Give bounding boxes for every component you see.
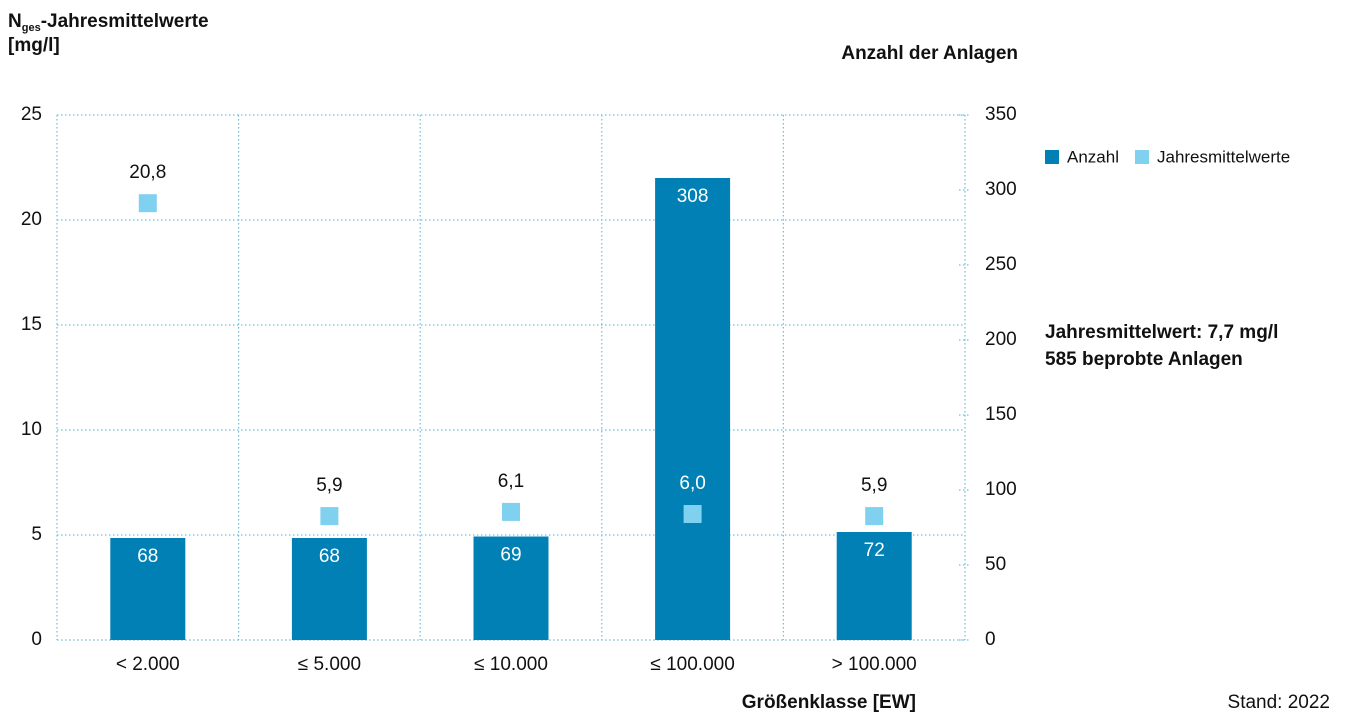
legend-swatch (1045, 150, 1059, 164)
x-tick-label: < 2.000 (116, 654, 180, 675)
point (138, 194, 157, 213)
source: Stand: 2022 (1228, 692, 1330, 713)
x-tick-label: ≤ 5.000 (298, 654, 361, 675)
y-axis-unit: [mg/l] (8, 35, 60, 56)
y2-tick-label: 0 (985, 629, 996, 650)
y2-tick-label: 150 (985, 404, 1017, 425)
legend-swatch (1134, 150, 1149, 164)
y-axis-title: Nges-Jahresmittelwerte (8, 11, 209, 34)
bar (291, 538, 367, 640)
x-tick-label: > 100.000 (832, 654, 917, 675)
y2-tick-label: 100 (985, 479, 1017, 500)
bar-label: 68 (319, 546, 340, 567)
bar (110, 538, 186, 640)
y-tick-label: 15 (21, 314, 42, 335)
y-tick-label: 10 (21, 419, 42, 440)
legend-label: Anzahl (1067, 147, 1119, 166)
y2-tick-label: 350 (985, 104, 1017, 125)
x-tick-label: ≤ 100.000 (650, 654, 734, 675)
point (320, 507, 339, 526)
annotation: Jahresmittelwert: 7,7 mg/l (1045, 322, 1278, 343)
point-label: 6,1 (498, 471, 524, 492)
point-label: 5,9 (861, 475, 887, 496)
point (865, 507, 884, 526)
point (502, 502, 520, 521)
point-label: 6,0 (679, 473, 705, 494)
y2-tick-label: 250 (985, 254, 1017, 275)
x-tick-label: ≤ 10.000 (474, 654, 548, 675)
y2-tick-label: 50 (985, 554, 1006, 575)
y-tick-label: 5 (31, 524, 42, 545)
bar-label: 72 (864, 540, 885, 561)
y2-tick-label: 200 (985, 329, 1017, 350)
bar (836, 532, 912, 640)
annotation: 585 beprobte Anlagen (1045, 349, 1243, 370)
y2-tick-label: 300 (985, 179, 1017, 200)
bar (473, 536, 549, 640)
point-label: 20,8 (129, 162, 166, 183)
legend-label: Jahresmittelwerte (1157, 147, 1290, 166)
bar-label: 68 (137, 546, 158, 567)
point (683, 505, 702, 523)
y2-axis-title: Anzahl der Anlagen (841, 43, 1018, 64)
bar-label: 69 (500, 545, 521, 566)
y-tick-label: 0 (31, 629, 42, 650)
point-label: 5,9 (316, 475, 342, 496)
bar (655, 178, 731, 640)
y-tick-label: 25 (21, 104, 42, 125)
y-tick-label: 20 (21, 209, 42, 230)
x-axis-title: Größenklasse [EW] (742, 692, 916, 713)
bar-label: 308 (677, 186, 709, 207)
